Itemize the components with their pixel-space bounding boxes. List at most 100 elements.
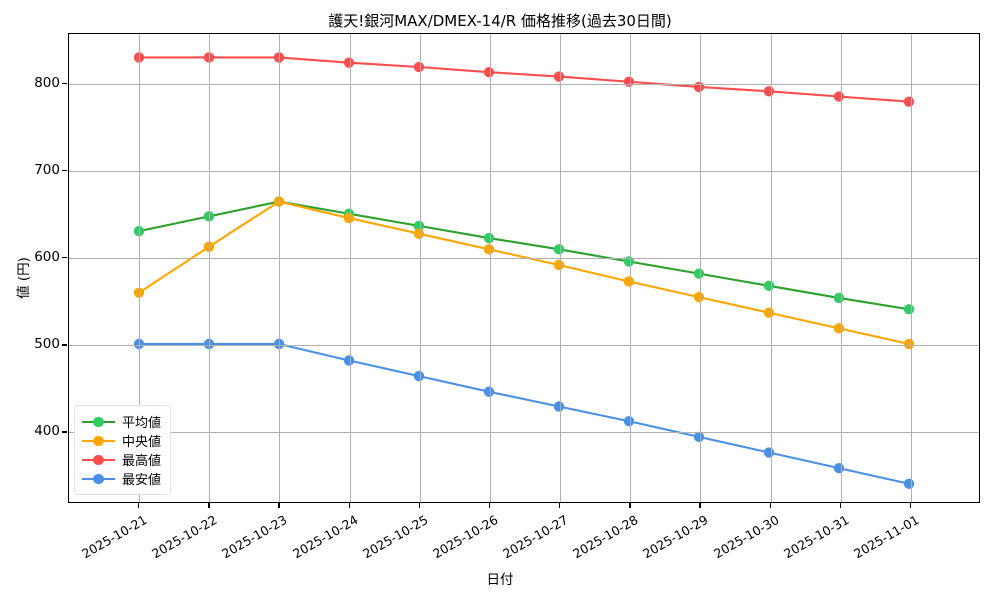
legend-item-2[interactable]: 最高値 [82, 450, 161, 469]
data-point [343, 355, 355, 366]
chart-title: 護天!銀河MAX/DMEX-14/R 価格推移(過去30日間) [328, 12, 672, 30]
data-point [203, 52, 215, 63]
data-point [763, 447, 775, 458]
gridline-vertical [630, 34, 632, 502]
data-point [133, 338, 145, 350]
gridline-vertical [489, 34, 491, 502]
gridline-vertical [279, 34, 281, 502]
data-point [763, 307, 775, 318]
data-point [903, 304, 915, 315]
data-point [763, 280, 775, 291]
y-tick-label: 400 [34, 423, 60, 440]
legend-label: 中央値 [122, 435, 162, 450]
data-point [903, 338, 915, 350]
data-point [413, 370, 425, 382]
legend-marker-icon [82, 453, 115, 467]
y-tick-label: 500 [34, 336, 60, 353]
x-tick-mark [909, 503, 912, 508]
data-point [833, 292, 845, 304]
gridline-vertical [209, 34, 211, 502]
gridline-horizontal [69, 432, 979, 434]
gridline-vertical [770, 34, 772, 502]
data-point [203, 241, 215, 252]
x-tick-mark [278, 503, 280, 508]
x-tick-mark [699, 503, 701, 508]
data-point [413, 228, 425, 239]
y-tick-mark [62, 82, 67, 84]
gridline-horizontal [69, 345, 979, 347]
data-point [273, 196, 285, 207]
gridline-vertical [910, 34, 912, 502]
data-point [693, 268, 705, 279]
x-tick-mark [769, 503, 771, 508]
x-tick-mark [629, 503, 631, 508]
data-point [203, 338, 215, 350]
x-tick-mark [839, 503, 841, 508]
series-line-0 [137, 200, 911, 311]
x-tick-mark [488, 503, 491, 508]
data-point [343, 57, 355, 68]
data-point [833, 462, 845, 474]
data-point [553, 401, 565, 412]
y-tick-label: 800 [34, 74, 60, 91]
data-point [483, 386, 495, 397]
gridline-horizontal [69, 170, 979, 172]
data-point [903, 96, 915, 107]
legend-item-0[interactable]: 平均値 [82, 412, 161, 431]
gridline-horizontal [69, 258, 979, 260]
series-line-2 [137, 56, 911, 103]
chart-legend: 平均値中央値最高値最安値 [74, 405, 172, 495]
data-point [833, 91, 845, 102]
legend-label: 平均値 [122, 416, 162, 431]
series-line-3 [137, 342, 911, 485]
data-point [273, 338, 285, 350]
data-point [553, 244, 565, 255]
legend-marker-icon [82, 415, 115, 429]
x-axis-label: 日付 [486, 572, 514, 588]
data-point [413, 220, 425, 232]
data-point [693, 431, 705, 443]
plot-area [68, 33, 980, 503]
x-tick-mark [559, 503, 561, 508]
legend-marker-icon [82, 434, 115, 448]
legend-item-1[interactable]: 中央値 [82, 431, 161, 450]
x-tick-mark [138, 503, 140, 508]
data-point [203, 211, 215, 222]
data-point [343, 212, 355, 224]
data-point [623, 276, 635, 287]
series-line-1 [137, 200, 911, 346]
legend-label: 最高値 [122, 454, 162, 469]
y-tick-mark [62, 169, 67, 172]
series-lines-svg [133, 52, 915, 489]
gridline-vertical [139, 34, 141, 502]
data-point [273, 52, 285, 63]
data-point [623, 416, 635, 427]
data-point [483, 232, 495, 244]
x-tick-mark [418, 503, 421, 508]
legend-item-3[interactable]: 最安値 [82, 469, 161, 488]
data-point [413, 61, 425, 73]
legend-label: 最安値 [122, 473, 162, 488]
data-point [483, 244, 495, 255]
gridline-vertical [840, 34, 842, 502]
data-point [623, 76, 635, 87]
x-tick-mark [348, 503, 350, 508]
data-point [553, 71, 565, 82]
data-point [693, 291, 705, 303]
gridline-vertical [419, 34, 421, 502]
y-tick-label: 700 [34, 161, 60, 178]
y-tick-label: 600 [34, 249, 60, 266]
data-point [483, 67, 495, 78]
data-point [903, 478, 915, 489]
legend-marker-icon [82, 472, 115, 486]
gridline-horizontal [69, 83, 979, 85]
gridline-vertical [560, 34, 562, 502]
gridline-vertical [700, 34, 702, 502]
data-point [763, 86, 775, 97]
y-axis-tick-labels: 400 500 600 700 800 [8, 33, 60, 503]
data-point [133, 225, 145, 237]
y-tick-mark [62, 257, 67, 259]
y-tick-mark [62, 344, 67, 346]
gridline-vertical [349, 34, 351, 502]
